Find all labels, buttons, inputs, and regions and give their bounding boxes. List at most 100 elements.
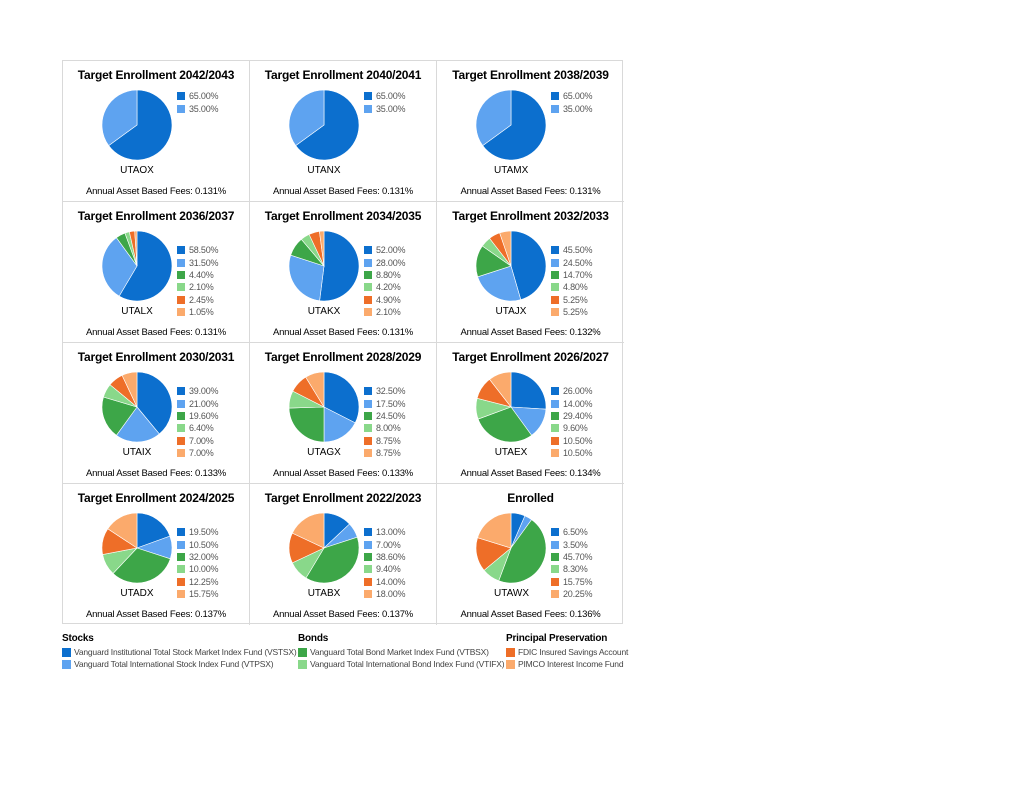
legend-swatch <box>177 436 185 445</box>
legend-swatch <box>177 246 185 255</box>
pie-slice-pimco <box>319 230 325 267</box>
pie-slice-vtpsx <box>288 254 325 302</box>
fees-label: Annual Asset Based Fees: 0.131% <box>85 327 227 338</box>
legend-value: 39.00% <box>189 386 219 397</box>
pie-slice-vtbsx <box>498 519 547 584</box>
legend-swatch <box>177 577 185 586</box>
legend-value: 13.00% <box>376 527 406 538</box>
pie-slice-pimco <box>305 371 325 409</box>
legend-swatch <box>177 552 185 561</box>
fees-label: Annual Asset Based Fees: 0.131% <box>85 186 227 197</box>
fund-legend: Stocks Vanguard Institutional Total Stock… <box>62 633 642 673</box>
pie-slice-vstsx <box>510 230 547 300</box>
slice-legend: 58.50% 31.50% 4.40% 2.10% 2.45% 1.05% <box>177 244 247 318</box>
chart-cell: Target Enrollment 2038/2039 65.00% 35.00% U… <box>437 61 624 202</box>
legend-value: 4.40% <box>189 269 214 280</box>
legend-value: 2.10% <box>189 282 214 293</box>
legend-group: Principal Preservation FDIC Insured Savin… <box>506 633 628 670</box>
chart-title: Target Enrollment 2030/2031 <box>77 350 235 364</box>
legend-entry: 31.50% <box>177 256 247 268</box>
legend-swatch <box>551 449 559 458</box>
legend-swatch <box>177 258 185 267</box>
pie-slice-pimco <box>291 512 325 549</box>
fund-ticker: UTAEX <box>494 447 528 458</box>
legend-value: 20.25% <box>563 589 593 600</box>
pie-slice-vstsx <box>319 230 360 302</box>
legend-entry: 58.50% <box>177 244 247 256</box>
legend-entry: 8.30% <box>551 563 621 575</box>
fees-label: Annual Asset Based Fees: 0.136% <box>460 609 601 620</box>
legend-value: 10.00% <box>189 564 219 575</box>
pie-slice-vtbsx <box>112 547 171 584</box>
legend-entry: 10.00% <box>177 563 247 575</box>
legend-value: 58.50% <box>189 245 219 256</box>
legend-entry: 20.25% <box>551 588 621 600</box>
legend-entry: 8.75% <box>364 447 434 459</box>
legend-entry: 24.50% <box>364 410 434 422</box>
legend-swatch <box>551 295 559 304</box>
chart-cell: Target Enrollment 2030/2031 39.00% 21.00% 1… <box>63 343 250 484</box>
legend-value: 24.50% <box>563 257 593 268</box>
pie-slice-pimco <box>499 230 512 267</box>
legend-entry: 4.90% <box>364 294 434 306</box>
legend-entry: 10.50% <box>551 447 621 459</box>
legend-swatch <box>364 552 372 561</box>
legend-entry: 13.00% <box>364 526 434 538</box>
legend-swatch <box>177 283 185 292</box>
legend-swatch <box>551 399 559 408</box>
legend-value: 45.70% <box>563 551 593 562</box>
legend-value: 15.75% <box>189 589 219 600</box>
pie-slice-vtpsx <box>288 89 325 146</box>
legend-entry: 15.75% <box>177 588 247 600</box>
legend-swatch <box>298 659 307 669</box>
chart-title: Target Enrollment 2034/2035 <box>264 209 422 223</box>
pie-slice-vtbsx <box>288 406 325 443</box>
legend-value: 19.50% <box>189 527 219 538</box>
legend-entry: 65.00% <box>364 90 434 102</box>
legend-entry: 8.00% <box>364 422 434 434</box>
slice-legend: 45.50% 24.50% 14.70% 4.80% 5.25% 5.25% <box>551 244 621 318</box>
legend-value: 4.90% <box>376 294 401 305</box>
legend-entry: 32.50% <box>364 385 434 397</box>
legend-entry: 24.50% <box>551 256 621 268</box>
legend-swatch <box>364 565 372 574</box>
legend-value: 12.25% <box>189 576 219 587</box>
slice-legend: 19.50% 10.50% 32.00% 10.00% 12.25% 15.75% <box>177 526 247 600</box>
chart-cell: Target Enrollment 2034/2035 52.00% 28.00% 8… <box>250 202 437 343</box>
chart-cell: Target Enrollment 2026/2027 26.00% 14.00% 2… <box>437 343 624 484</box>
legend-swatch <box>506 647 515 657</box>
pie-chart <box>288 89 360 161</box>
legend-value: 5.25% <box>563 307 588 318</box>
fund-ticker: UTABX <box>307 588 341 599</box>
pie-slice-pimco <box>477 512 512 549</box>
legend-entry: 21.00% <box>177 397 247 409</box>
chart-title: Target Enrollment 2036/2037 <box>77 209 235 223</box>
legend-swatch <box>364 577 372 586</box>
slice-legend: 52.00% 28.00% 8.80% 4.20% 4.90% 2.10% <box>364 244 434 318</box>
pie-slice-vtbsx <box>101 396 138 436</box>
slice-legend: 65.00% 35.00% <box>551 90 621 115</box>
legend-entry: 14.00% <box>551 397 621 409</box>
fund-ticker: UTADX <box>120 588 154 599</box>
legend-item: Vanguard Total International Stock Index… <box>62 658 297 670</box>
legend-value: 32.00% <box>189 551 219 562</box>
legend-swatch <box>364 270 372 279</box>
legend-swatch <box>364 449 372 458</box>
slice-legend: 6.50% 3.50% 45.70% 8.30% 15.75% 20.25% <box>551 526 621 600</box>
legend-swatch <box>177 104 185 113</box>
pie-slice-vtpsx <box>101 237 138 297</box>
legend-value: 35.00% <box>189 103 219 114</box>
legend-entry: 14.00% <box>364 576 434 588</box>
pie-chart <box>101 230 173 302</box>
legend-entry: 10.50% <box>551 435 621 447</box>
legend-swatch <box>298 647 307 657</box>
slice-legend: 65.00% 35.00% <box>364 90 434 115</box>
chart-title: Target Enrollment 2022/2023 <box>264 491 422 505</box>
legend-swatch <box>551 424 559 433</box>
pie-slice-vtpsx <box>477 265 522 302</box>
legend-entry: 1.05% <box>177 306 247 318</box>
chart-title: Enrolled <box>507 491 554 505</box>
fees-label: Annual Asset Based Fees: 0.137% <box>85 609 227 620</box>
legend-value: 28.00% <box>376 257 406 268</box>
pie-slice-vstsx <box>108 89 173 161</box>
